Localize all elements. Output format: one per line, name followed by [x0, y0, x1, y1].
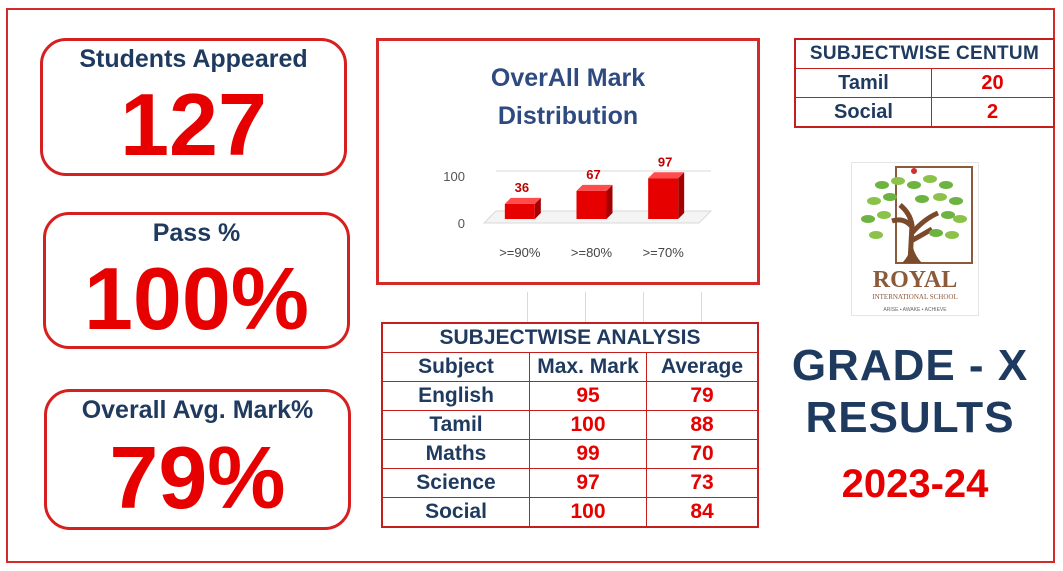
analysis-max-mark: 97: [529, 468, 647, 498]
data-label: 67: [586, 167, 600, 182]
column-header-subject: Subject: [381, 352, 530, 382]
column-header-average: Average: [646, 352, 759, 382]
table-row: English 95 79: [381, 381, 759, 411]
analysis-average: 79: [646, 381, 759, 411]
table-row: Science 97 73: [381, 468, 759, 498]
analysis-subject: Maths: [381, 439, 530, 469]
chart-title: OverAll Mark Distribution: [379, 59, 757, 135]
students-appeared-label: Students Appeared: [79, 45, 308, 73]
column-header-max-mark: Max. Mark: [529, 352, 647, 382]
centum-count: 20: [931, 68, 1055, 98]
analysis-average: 84: [646, 497, 759, 528]
tree-icon: ROYAL INTERNATIONAL SCHOOL ARISE • AWAKE…: [853, 164, 977, 314]
x-tick-label: >=70%: [643, 245, 685, 260]
analysis-subject: Science: [381, 468, 530, 498]
table-row: Social 100 84: [381, 497, 759, 528]
overall-avg-label: Overall Avg. Mark%: [81, 396, 314, 424]
bar-side: [678, 172, 685, 219]
chart-connector-line: [527, 292, 528, 322]
dashboard-frame: [6, 8, 1055, 563]
analysis-max-mark: 99: [529, 439, 647, 469]
bar: [648, 178, 679, 219]
x-tick-label: >=80%: [571, 245, 613, 260]
pass-percent-card: Pass % 100%: [43, 212, 350, 349]
analysis-average: 70: [646, 439, 759, 469]
logo-name: ROYAL: [873, 267, 957, 293]
analysis-average: 73: [646, 468, 759, 498]
mark-distribution-chart: OverAll Mark Distribution 100 0 36 >=90% 67 >…: [376, 38, 760, 285]
analysis-subject: Social: [381, 497, 530, 528]
chart-connector-line: [643, 292, 644, 322]
bar-top: [648, 172, 685, 179]
bar: [576, 190, 607, 219]
data-label: 97: [658, 154, 672, 169]
table-row: Tamil 100 88: [381, 410, 759, 440]
x-tick-label: >=90%: [499, 245, 541, 260]
centum-header: SUBJECTWISE CENTUM: [794, 38, 1055, 69]
bar: [504, 203, 535, 219]
bar-top: [576, 184, 613, 191]
students-appeared-card: Students Appeared 127: [40, 38, 347, 176]
table-row: Social 2: [794, 97, 1055, 128]
y-tick-label: 100: [443, 169, 465, 184]
analysis-header: SUBJECTWISE ANALYSIS: [381, 322, 759, 353]
results-title: RESULTS: [805, 393, 1015, 442]
table-row: Tamil 20: [794, 68, 1055, 98]
school-logo: ROYAL INTERNATIONAL SCHOOL ARISE • AWAKE…: [851, 162, 979, 316]
chart-title-line1: OverAll Mark: [490, 64, 646, 92]
analysis-average: 88: [646, 410, 759, 440]
overall-avg-card: Overall Avg. Mark% 79%: [44, 389, 351, 530]
overall-avg-value: 79%: [109, 428, 286, 527]
bar-top: [504, 197, 541, 204]
chart-plot: 100 0 36 >=90% 67 >=80% 97 >=70%: [443, 154, 713, 260]
pass-percent-label: Pass %: [152, 219, 241, 247]
chart-connector-line: [585, 292, 586, 322]
analysis-subject: English: [381, 381, 530, 411]
centum-count: 2: [931, 97, 1055, 128]
subjectwise-centum-table: SUBJECTWISE CENTUM Tamil 20 Social 2: [794, 38, 1055, 128]
logo-subtitle: INTERNATIONAL SCHOOL: [872, 293, 957, 301]
analysis-max-mark: 100: [529, 410, 647, 440]
academic-year: 2023-24: [841, 462, 989, 506]
centum-subject: Social: [794, 97, 932, 128]
data-label: 36: [515, 180, 529, 195]
bar-side: [534, 197, 541, 219]
pass-percent-value: 100%: [83, 249, 310, 348]
centum-subject: Tamil: [794, 68, 932, 98]
chart-connector-line: [701, 292, 702, 322]
analysis-subject: Tamil: [381, 410, 530, 440]
y-tick-label: 0: [458, 216, 465, 231]
bar-side: [606, 184, 613, 219]
students-appeared-value: 127: [120, 75, 267, 174]
analysis-max-mark: 100: [529, 497, 647, 528]
logo-tagline: ARISE • AWAKE • ACHIEVE: [883, 307, 947, 313]
grade-title: GRADE - X: [791, 341, 1029, 390]
chart-title-line2: Distribution: [497, 102, 639, 130]
analysis-max-mark: 95: [529, 381, 647, 411]
table-header-row: Subject Max. Mark Average: [381, 352, 759, 382]
subjectwise-analysis-table: SUBJECTWISE ANALYSIS Subject Max. Mark A…: [381, 322, 759, 528]
table-row: Maths 99 70: [381, 439, 759, 469]
